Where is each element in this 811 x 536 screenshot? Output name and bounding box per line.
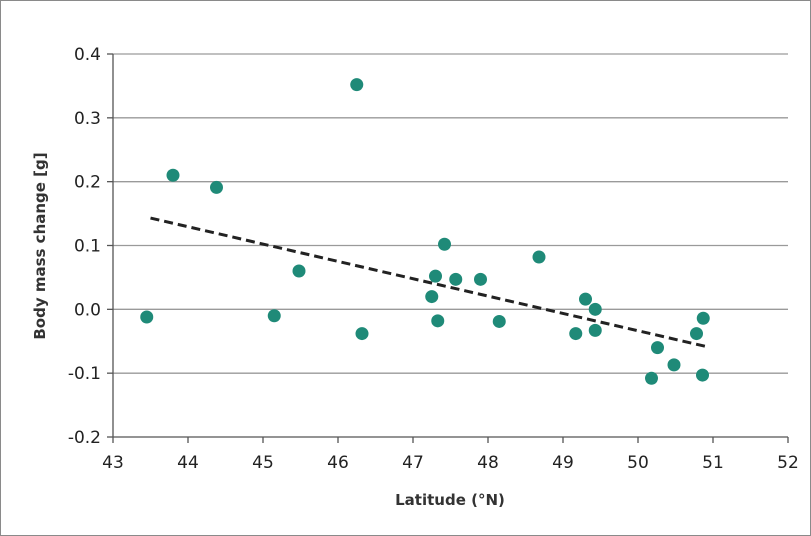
- data-point: [569, 327, 583, 341]
- y-axis-title: Body mass change [g]: [31, 152, 49, 339]
- y-tick-label: 0.3: [74, 109, 101, 129]
- data-point: [667, 358, 681, 372]
- gridlines: [113, 53, 788, 374]
- data-point: [492, 314, 506, 328]
- data-point: [438, 237, 451, 251]
- data-point: [651, 341, 664, 355]
- data-point: [588, 323, 602, 337]
- y-tick-label: 0.1: [74, 237, 101, 257]
- data-point: [267, 309, 281, 323]
- axes: [107, 53, 789, 443]
- y-tick-label: 0.4: [74, 45, 101, 65]
- y-tick-label: -0.2: [68, 428, 101, 448]
- y-tick-label: 0.0: [74, 300, 101, 320]
- data-point: [696, 368, 709, 382]
- x-tick-label: 47: [402, 453, 424, 473]
- data-point: [425, 290, 439, 304]
- x-axis-title: Latitude (°N): [395, 491, 505, 509]
- x-tick-label: 46: [327, 453, 349, 473]
- data-point: [449, 272, 463, 286]
- data-point: [140, 310, 154, 324]
- x-tick-label: 49: [552, 453, 574, 473]
- data-point: [166, 168, 180, 182]
- x-tick-label: 52: [777, 453, 799, 473]
- x-tick-label: 43: [102, 453, 124, 473]
- data-point: [645, 371, 658, 385]
- trendline: [150, 216, 706, 348]
- x-tick-label: 50: [627, 453, 649, 473]
- data-point: [350, 78, 364, 92]
- data-point: [431, 314, 445, 328]
- data-point: [210, 180, 223, 194]
- x-tick-label: 51: [702, 453, 724, 473]
- x-tick-label: 44: [177, 453, 199, 473]
- data-point: [690, 327, 703, 341]
- tick-labels: 0.4 0.3 0.2 0.1 0.0 -0.1 -0.243 44 45 46 47 48 49 50 5…: [68, 45, 799, 473]
- data-point: [696, 311, 710, 325]
- data-point: [355, 327, 369, 341]
- data-points: [140, 78, 710, 385]
- y-tick-label: 0.2: [74, 173, 101, 193]
- data-point: [532, 250, 546, 264]
- data-point: [429, 269, 442, 283]
- data-point: [588, 302, 602, 316]
- data-point: [292, 264, 306, 278]
- data-point: [579, 292, 592, 306]
- y-tick-label: -0.1: [68, 364, 101, 384]
- trendline-group: [150, 216, 706, 348]
- x-tick-label: 45: [252, 453, 274, 473]
- data-point: [474, 272, 487, 286]
- x-tick-label: 48: [477, 453, 499, 473]
